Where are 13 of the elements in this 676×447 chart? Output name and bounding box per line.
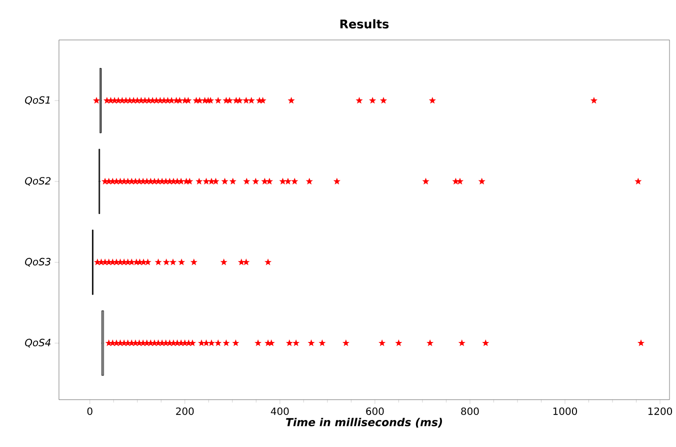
y-tick-label: QoS2 (25, 177, 51, 186)
x-axis-title: Time in milliseconds (ms) (286, 418, 442, 428)
y-tick-label: QoS4 (25, 338, 50, 348)
y-tick-label: QoS3 (25, 258, 51, 267)
y-tick-label: QoS1 (25, 96, 50, 106)
x-tick-label: 1200 (648, 408, 672, 416)
x-tick-label: 800 (461, 408, 479, 416)
x-tick-label: 400 (270, 408, 289, 416)
x-tick-label: 1000 (553, 408, 577, 416)
chart-title: Results (340, 19, 389, 29)
x-tick-label: 600 (366, 408, 384, 416)
x-tick-label: 0 (87, 408, 92, 416)
x-tick-label: 200 (176, 408, 194, 416)
